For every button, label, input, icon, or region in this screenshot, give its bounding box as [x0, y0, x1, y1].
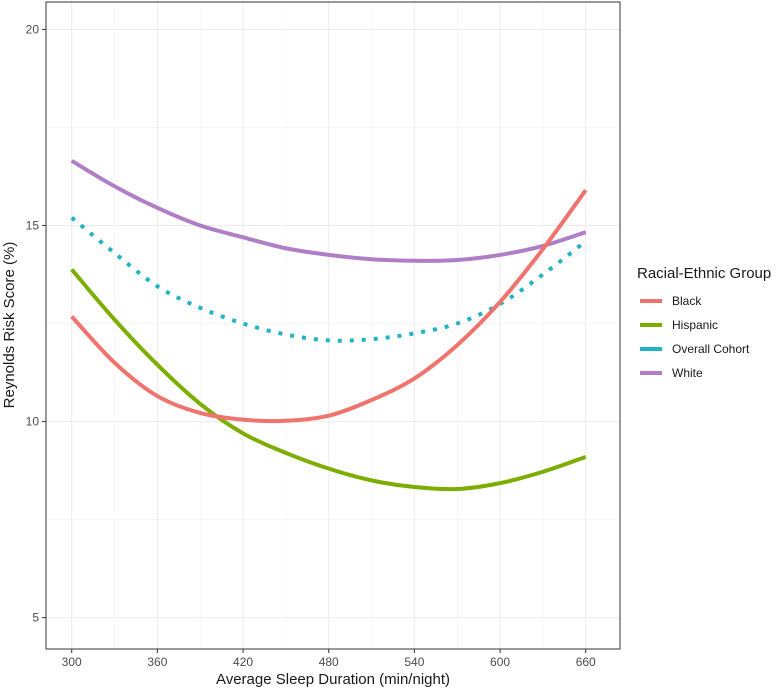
x-tick-label: 480	[319, 655, 339, 669]
plot-background	[46, 2, 620, 649]
y-axis: 5 10 15 20	[26, 22, 46, 625]
series-line-white	[70, 159, 587, 263]
series-line-black	[70, 189, 588, 424]
legend-title: Racial-Ethnic Group	[637, 265, 771, 282]
series-lines	[70, 159, 588, 492]
x-tick-label: 600	[490, 655, 510, 669]
legend: Racial-Ethnic Group Black Hispanic Overall…	[637, 265, 771, 380]
x-tick-label: 360	[147, 655, 167, 669]
y-tick-label: 20	[26, 22, 40, 36]
legend-label-hispanic: Hispanic	[672, 318, 718, 332]
x-axis: 300 360 420 480 540 600 660	[62, 649, 596, 669]
legend-label-white: White	[672, 366, 703, 380]
grid	[46, 2, 620, 649]
series-line-hispanic	[70, 268, 587, 492]
x-tick-label: 540	[404, 655, 424, 669]
x-tick-label: 660	[576, 655, 596, 669]
y-tick-label: 10	[26, 415, 40, 429]
y-axis-title: Reynolds Risk Score (%)	[1, 242, 18, 409]
legend-label-overall-cohort: Overall Cohort	[672, 342, 750, 356]
x-tick-label: 420	[233, 655, 253, 669]
x-tick-label: 300	[62, 655, 82, 669]
plot-border	[45, 1, 621, 650]
y-tick-label: 5	[32, 611, 39, 625]
legend-label-black: Black	[672, 294, 702, 308]
x-axis-title: Average Sleep Duration (min/night)	[216, 671, 450, 688]
y-tick-label: 15	[26, 219, 40, 233]
